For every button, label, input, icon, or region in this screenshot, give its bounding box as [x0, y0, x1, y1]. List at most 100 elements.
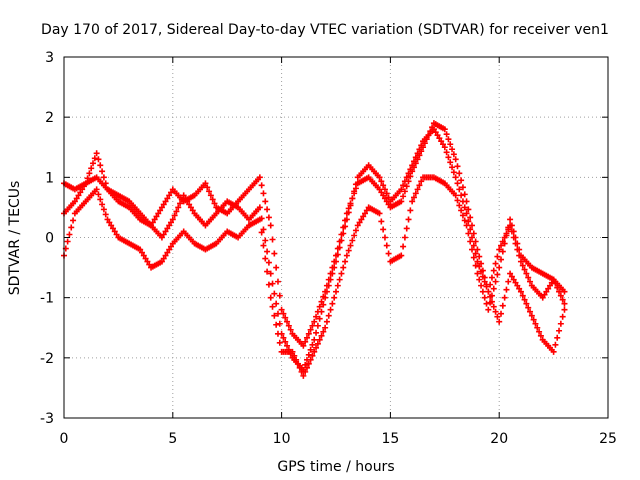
data-point-trace — [177, 200, 184, 207]
data-point-trace — [385, 194, 392, 201]
data-point-trace — [100, 206, 107, 213]
data-point-trace — [503, 286, 510, 293]
data-point — [528, 312, 535, 319]
data-point-trace — [280, 334, 287, 341]
data-point-trace — [498, 310, 505, 317]
y-tick-label: -1 — [40, 291, 54, 307]
data-point-trace — [113, 231, 120, 238]
data-point-trace — [488, 292, 495, 299]
data-point-trace — [447, 159, 454, 166]
data-point-trace — [207, 192, 214, 199]
data-point-trace — [546, 282, 553, 289]
data-point-trace — [447, 141, 454, 148]
data-point-trace — [527, 308, 534, 315]
data-point — [311, 348, 318, 355]
data-point-trace — [467, 214, 474, 221]
data-point-trace — [294, 360, 301, 367]
data-point-trace — [499, 302, 506, 309]
data-point — [300, 342, 307, 349]
data-point-trace — [166, 246, 173, 253]
data-point-trace — [331, 264, 338, 271]
data-point-trace — [467, 238, 474, 245]
data-point-trace — [536, 328, 543, 335]
data-point-trace — [443, 149, 450, 156]
y-tick-label: -3 — [40, 411, 54, 427]
data-point-trace — [336, 244, 343, 251]
data-point-trace — [543, 288, 550, 295]
data-point-trace — [262, 255, 269, 262]
data-point-trace — [534, 324, 541, 331]
data-point-trace — [309, 322, 316, 329]
x-axis-label: GPS time / hours — [277, 459, 394, 475]
data-point-trace — [178, 196, 185, 203]
data-point — [278, 306, 285, 313]
data-point-trace — [505, 278, 512, 285]
data-point — [474, 246, 481, 253]
data-point — [93, 150, 100, 157]
data-point-trace — [519, 292, 526, 299]
data-point — [561, 300, 568, 307]
data-point-trace — [516, 285, 523, 292]
data-point-trace — [264, 206, 271, 213]
data-point-trace — [293, 356, 300, 363]
data-point-trace — [109, 225, 116, 232]
data-point-trace — [323, 288, 330, 295]
data-point-trace — [111, 228, 118, 235]
data-point — [256, 204, 263, 211]
data-point-trace — [204, 184, 211, 191]
data-point-trace — [338, 237, 345, 244]
data-point-trace — [490, 285, 497, 292]
data-point-trace — [102, 211, 109, 218]
data-point — [409, 198, 416, 205]
data-point-trace — [99, 168, 106, 175]
ticks — [63, 56, 609, 419]
data-point-trace — [523, 300, 530, 307]
data-point-trace — [483, 300, 490, 307]
data-point-trace — [514, 240, 521, 247]
data-point-trace — [91, 155, 98, 162]
data-point-trace — [274, 278, 281, 285]
data-point — [539, 294, 546, 301]
y-axis-label: SDTVAR / TECUs — [7, 181, 23, 296]
data-point-trace — [459, 184, 466, 191]
data-point-trace — [302, 338, 309, 345]
data-point-trace — [494, 313, 501, 320]
data-point-trace — [338, 270, 345, 277]
data-point-trace — [378, 178, 385, 185]
data-point-trace — [316, 336, 323, 343]
data-point-trace — [305, 351, 312, 358]
data-point-trace — [320, 301, 327, 308]
data-point — [463, 222, 470, 229]
data-point-trace — [554, 284, 561, 291]
data-point-trace — [166, 192, 173, 199]
data-point-trace — [472, 238, 479, 245]
data-point-trace — [527, 278, 534, 285]
data-point-trace — [556, 288, 563, 295]
data-point-trace — [490, 267, 497, 274]
data-point-trace — [70, 217, 77, 224]
data-point-trace — [314, 340, 321, 347]
data-point-trace — [552, 341, 559, 348]
data-point-trace — [559, 296, 566, 303]
series-track-c — [61, 174, 568, 379]
data-point — [485, 306, 492, 313]
data-point-trace — [450, 151, 457, 158]
data-point-trace — [349, 237, 356, 244]
data-point-trace — [403, 174, 410, 181]
data-point-trace — [66, 231, 73, 238]
data-point-trace — [273, 264, 280, 271]
data-point-trace — [458, 177, 465, 184]
data-point — [496, 246, 503, 253]
data-point-trace — [211, 200, 218, 207]
data-point-trace — [307, 356, 314, 363]
data-point-trace — [479, 273, 486, 280]
data-point-trace — [383, 242, 390, 249]
data-point-trace — [557, 292, 564, 299]
data-point-trace — [160, 255, 167, 262]
data-point-trace — [501, 240, 508, 247]
data-point-trace — [459, 212, 466, 219]
data-point — [343, 252, 350, 259]
data-point-trace — [385, 250, 392, 257]
data-point-trace — [167, 243, 174, 250]
data-point — [343, 216, 350, 223]
